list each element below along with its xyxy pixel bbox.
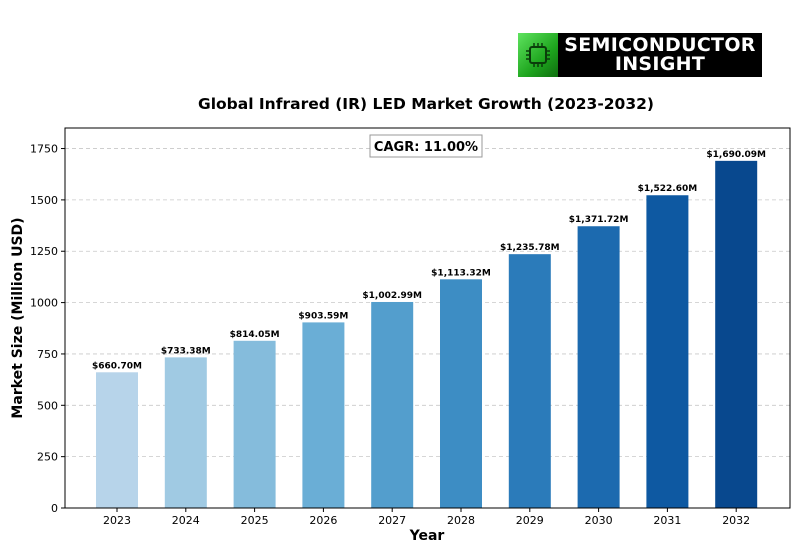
y-tick-label: 1000 [30,297,58,310]
x-axis-label: Year [409,528,445,544]
y-tick-label: 1500 [30,194,58,207]
bar-2025 [233,340,276,508]
y-tick-label: 750 [37,348,58,361]
x-tick-label: 2032 [722,514,750,527]
chip-icon [518,33,558,77]
value-label: $1,002.99M [362,291,422,301]
value-label: $1,113.32M [431,268,491,278]
y-tick-label: 250 [37,451,58,464]
value-label: $814.05M [230,330,280,340]
bar-2024 [164,357,207,508]
y-tick-label: 1750 [30,143,58,156]
y-axis-label: Market Size (Million USD) [10,217,26,418]
cagr-annotation: CAGR: 11.00% [369,134,483,158]
plot-frame [64,127,791,509]
bar-2026 [302,322,345,508]
value-label: $733.38M [161,346,211,356]
y-axis-ticks: 0 250 500 750 1000 1250 1500 1750 [30,143,65,515]
bar-2027 [371,301,414,508]
chart-title: Global Infrared (IR) LED Market Growth (… [198,95,654,113]
value-label: $1,371.72M [569,215,629,225]
cagr-text: CAGR: 11.00% [374,140,478,155]
x-axis-ticks: 2023 2024 2025 2026 2027 2028 2029 2030 2031 2032 [103,508,750,527]
value-label: $1,235.78M [500,243,560,253]
cagr-box [369,134,483,158]
value-label: $1,690.09M [706,150,766,160]
x-tick-label: 2024 [172,514,200,527]
x-tick-label: 2026 [309,514,337,527]
bar-2023 [96,372,138,508]
bar-2029 [508,254,551,508]
x-tick-label: 2030 [585,514,613,527]
bars [96,160,758,508]
x-tick-label: 2025 [241,514,269,527]
y-tick-label: 500 [37,399,58,412]
value-label: $1,522.60M [638,184,698,194]
logo-text: SEMICONDUCTOR INSIGHT [558,36,762,74]
x-tick-label: 2031 [653,514,681,527]
value-label: $903.59M [298,311,348,321]
semiconductor-insight-logo: SEMICONDUCTOR INSIGHT [518,33,762,77]
logo-line-2: INSIGHT [614,53,706,75]
logo-line-1: SEMICONDUCTOR [564,34,756,56]
bar-2030 [577,226,620,508]
bar-2032 [715,160,758,508]
value-labels: $660.70M $733.38M $814.05M $903.59M $1,002.9… [92,150,766,371]
x-tick-label: 2027 [378,514,406,527]
y-tick-label: 1250 [30,245,58,258]
y-tick-label: 0 [51,502,58,515]
x-tick-label: 2028 [447,514,475,527]
bar-2028 [440,279,482,508]
x-tick-label: 2029 [516,514,544,527]
value-label: $660.70M [92,361,142,371]
bar-2031 [646,195,689,508]
x-tick-label: 2023 [103,514,131,527]
